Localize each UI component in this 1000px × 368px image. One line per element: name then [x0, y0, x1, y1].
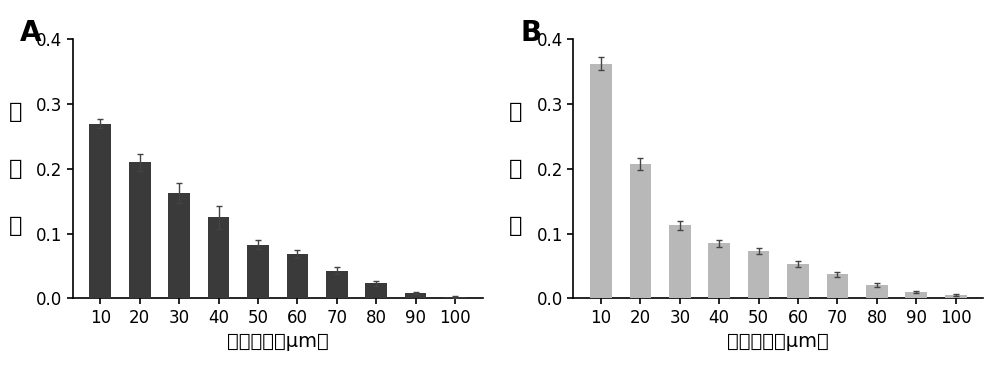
Bar — [287, 254, 308, 298]
Text: 率: 率 — [509, 216, 523, 236]
X-axis label: 液滴直径（μm）: 液滴直径（μm） — [727, 332, 829, 351]
Bar — [168, 193, 190, 298]
Bar — [89, 124, 111, 298]
Text: B: B — [520, 19, 541, 47]
Bar — [630, 164, 651, 298]
Bar — [827, 275, 848, 298]
Bar — [405, 293, 426, 298]
X-axis label: 液滴直径（μm）: 液滴直径（μm） — [227, 332, 329, 351]
Text: 布: 布 — [9, 159, 22, 179]
Bar — [787, 264, 809, 298]
Bar — [444, 297, 466, 298]
Bar — [590, 64, 612, 298]
Text: 率: 率 — [9, 216, 22, 236]
Text: 分: 分 — [9, 102, 22, 122]
Bar — [208, 217, 229, 298]
Text: 分: 分 — [509, 102, 523, 122]
Text: 布: 布 — [509, 159, 523, 179]
Bar — [866, 286, 888, 298]
Bar — [247, 245, 269, 298]
Bar — [365, 283, 387, 298]
Bar — [748, 251, 769, 298]
Bar — [326, 270, 348, 298]
Bar — [708, 243, 730, 298]
Bar — [905, 292, 927, 298]
Bar — [669, 225, 691, 298]
Bar — [129, 162, 151, 298]
Text: A: A — [19, 19, 41, 47]
Bar — [945, 295, 967, 298]
